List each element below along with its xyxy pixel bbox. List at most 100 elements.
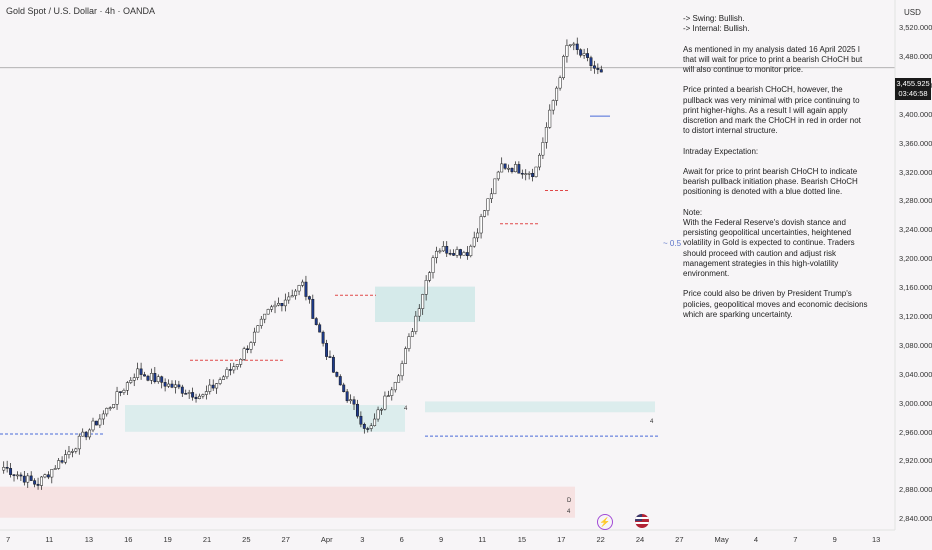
lightning-icon[interactable]: ⚡ [597,514,613,530]
currency-label[interactable]: USD [904,8,921,17]
us-flag-icon[interactable] [635,514,649,528]
y-tick-label: 3,080.000 [899,340,932,350]
candle-body [173,384,177,388]
candle-body [91,420,95,431]
candle-body [119,391,122,393]
y-tick-label: 3,160.000 [899,283,932,293]
candle-body [575,43,579,50]
candle-body [16,474,19,477]
candle-body [390,389,394,396]
candle-body [568,44,572,47]
candle-body [589,57,593,67]
candle-body [386,395,390,397]
candle-body [558,77,562,89]
candle-body [163,382,167,387]
candle-body [469,245,473,257]
candle-body [19,474,23,477]
note-intraday-expectation: Await for price to print bearish CHoCH t… [683,166,858,197]
candle-body [101,413,105,420]
candle-body [129,380,133,383]
candle-body [562,56,565,78]
candle-body [170,383,174,388]
candle-body [541,142,545,156]
candle-body [232,366,236,371]
candle-countdown: 03:46:58 [898,89,928,98]
candle-body [167,383,171,387]
y-tick-label: 3,320.000 [899,167,932,177]
candle-body [249,342,253,350]
candle-body [280,302,284,307]
y-tick-label: 3,000.000 [899,398,932,408]
candle-body [287,296,291,301]
candle-body [143,374,146,377]
candle-body [94,420,98,426]
candle-body [204,391,208,395]
candle-body [538,154,541,168]
x-tick-label: 27 [675,535,684,544]
candle-body [22,475,26,483]
candle-body [524,173,528,175]
candle-body [434,250,438,259]
candle-body [452,253,456,256]
y-tick-label: 3,040.000 [899,369,932,379]
candle-body [527,172,531,175]
candle-body [198,395,201,399]
candle-body [520,172,524,175]
y-tick-label: 3,360.000 [899,138,932,148]
candle-body [548,109,552,128]
candle-body [180,386,184,394]
x-tick-label: 9 [439,535,444,544]
y-tick-label: 3,480.000 [899,51,932,61]
candle-body [331,356,335,373]
candle-body [5,467,9,469]
candle-body [342,384,346,392]
candle-body [146,375,150,381]
candle-body [565,45,569,57]
candle-body [277,302,280,306]
candle-body [404,348,407,364]
candle-body [297,285,301,292]
chart-title: Gold Spot / U.S. Dollar · 4h · OANDA [6,6,156,16]
candle-body [256,325,260,333]
candle-body [259,318,263,326]
y-tick-label: 3,200.000 [899,254,932,264]
candle-body [582,53,586,56]
candle-body [184,393,188,395]
candle-body [592,65,596,69]
candle-body [493,178,497,195]
x-tick-label: 9 [832,535,837,544]
candle-body [132,377,136,381]
x-tick-label: 3 [360,535,365,544]
candle-body [252,331,256,343]
candle-body [60,460,64,463]
y-tick-label: 2,920.000 [899,456,932,466]
candle-body [438,250,442,253]
candle-body [43,474,47,478]
candle-body [366,428,370,430]
candle-body [459,249,462,256]
y-tick-label: 2,880.000 [899,485,932,495]
candle-body [314,318,318,325]
candle-body [50,469,54,478]
candle-body [544,127,548,143]
candle-body [136,368,140,378]
note-bias: -> Swing: Bullish. -> Internal: Bullish. [683,14,750,34]
y-tick-label: 3,240.000 [899,225,932,235]
candle-body [397,375,401,383]
candle-body [476,232,480,239]
candle-body [431,257,435,273]
candle-body [373,418,377,427]
candle-body [194,396,198,399]
candle-body [215,383,219,389]
candle-body [555,87,559,101]
candle-body [486,198,490,211]
zone-box [425,401,655,413]
candle-body [414,315,418,332]
y-tick-label: 2,840.000 [899,514,932,524]
candle-body [325,343,328,357]
structure-levels [0,67,895,437]
candle-body [81,431,85,437]
candle-body [465,252,469,257]
candle-body [551,100,555,111]
